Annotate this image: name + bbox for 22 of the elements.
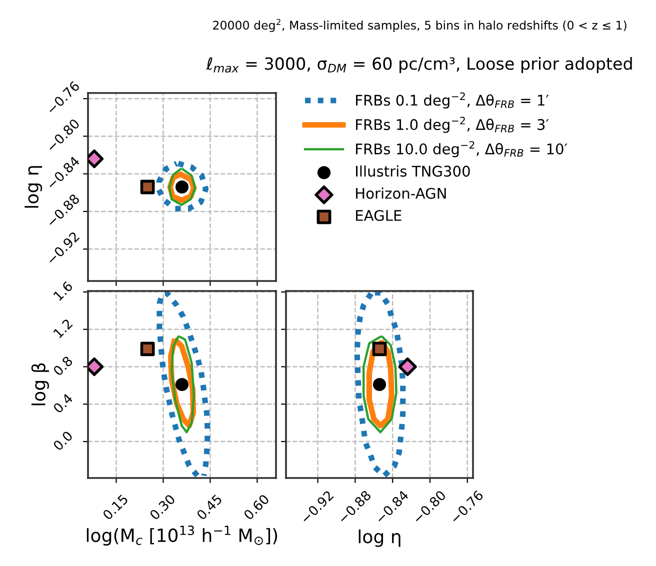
legend-label: Horizon-AGN bbox=[356, 188, 446, 199]
legend-label: Illustris TNG300 bbox=[356, 165, 470, 177]
text: 20000 deg$^{2}$, Mass-limited samples, 5 bins in halo redshifts (0 < z ≤ 1) bbox=[213, 18, 626, 32]
y-axis-title: log β bbox=[31, 363, 49, 406]
legend-label: EAGLE bbox=[356, 210, 402, 221]
y-tick-label: 0.8 bbox=[52, 356, 74, 376]
legend-label: FRBs 0.1 deg$^{−2}$, Δθ$_{FRB}$ = 1′ bbox=[356, 92, 549, 109]
y-tick-label: 1.2 bbox=[52, 318, 73, 338]
legend-label: FRBs 10.0 deg$^{−2}$, Δθ$_{FRB}$ = 10′ bbox=[356, 141, 568, 158]
point bbox=[140, 342, 155, 356]
point bbox=[88, 357, 104, 376]
legend-label: FRBs 1.0 deg$^{−2}$, Δθ$_{FRB}$ = 3′ bbox=[356, 116, 549, 133]
line-series bbox=[168, 168, 196, 206]
y-tick-label: 0.4 bbox=[52, 392, 74, 414]
text: ℓ$_{max}$ = 3000, σ$_{DM}$ = 60 pc/cm³, Loose prior adopted bbox=[206, 57, 632, 74]
text: log(M$_{c}$ [10$^{13}$ h$^{−1}$ M$_{⊙}$]) bbox=[86, 526, 278, 546]
line-series bbox=[170, 336, 196, 434]
point bbox=[175, 378, 189, 392]
y-tick-label: 0.0 bbox=[52, 430, 74, 452]
y-axis-title: log η bbox=[24, 166, 42, 208]
y-tick-label: 1.6 bbox=[52, 280, 74, 302]
x-axis-title: log η bbox=[358, 529, 400, 547]
